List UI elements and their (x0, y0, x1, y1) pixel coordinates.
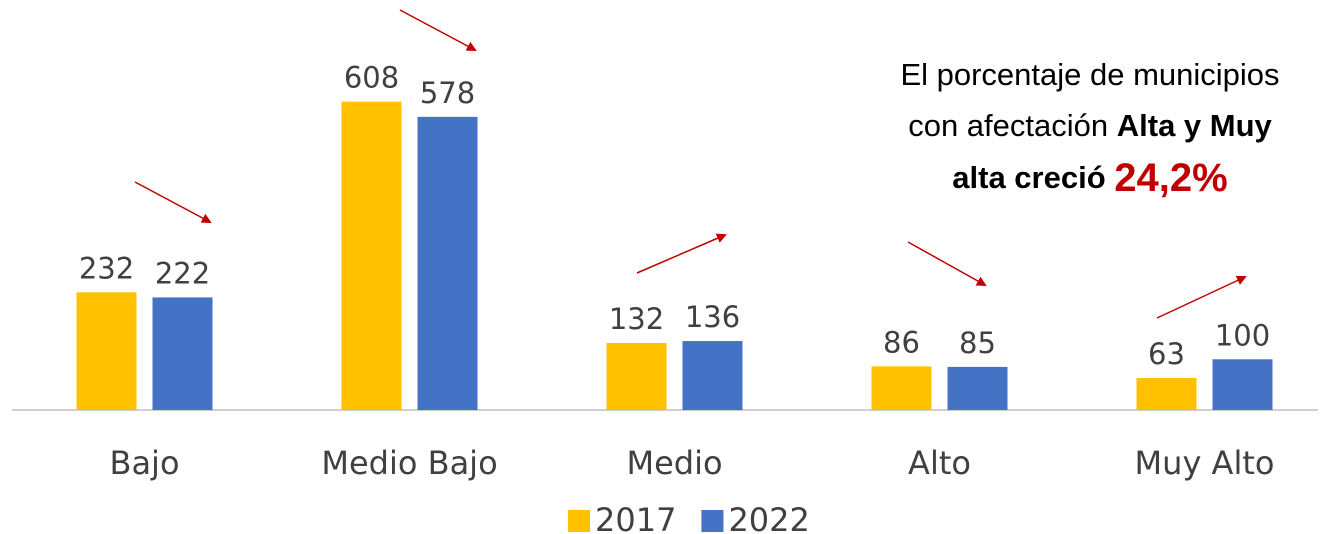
value-label: 232 (79, 251, 134, 285)
bar (947, 366, 1008, 410)
trend-arrow (636, 233, 727, 274)
value-label: 86 (883, 325, 920, 359)
value-label: 85 (959, 326, 996, 360)
value-label: 578 (420, 76, 475, 110)
annotation-line: alta creció 24,2% (952, 156, 1227, 200)
legend-label: 2017 (595, 501, 676, 534)
value-label: 100 (1215, 318, 1270, 352)
x-tick-label: Medio Bajo (321, 444, 497, 482)
bar (1212, 359, 1273, 410)
annotation-highlight: 24,2% (1114, 156, 1227, 200)
annotation-text: El porcentaje de municipios (900, 57, 1279, 92)
bar (341, 101, 402, 411)
x-tick-label: Muy Alto (1135, 444, 1275, 482)
annotation-line: El porcentaje de municipios (900, 57, 1279, 92)
x-tick-label: Medio (626, 444, 722, 482)
bar (417, 116, 478, 410)
value-label: 608 (344, 61, 399, 95)
annotation-line: con afectación Alta y Muy (908, 108, 1272, 143)
bar (152, 297, 213, 410)
x-tick-label: Bajo (109, 444, 179, 482)
legend-label: 2022 (728, 501, 809, 534)
bar (76, 292, 137, 410)
legend-swatch (568, 510, 590, 532)
value-label: 222 (155, 256, 210, 290)
trend-arrow (134, 181, 212, 223)
value-label: 136 (685, 300, 740, 334)
bar (682, 341, 743, 410)
bar (871, 366, 932, 410)
annotation-text: con afectación (908, 108, 1108, 143)
bar (606, 343, 667, 410)
legend-swatch (701, 510, 724, 532)
bar (1136, 378, 1197, 410)
trend-arrow (907, 241, 987, 286)
trend-arrow (399, 9, 477, 51)
trend-arrows (134, 9, 1247, 319)
trend-arrow (1156, 275, 1247, 319)
annotation-text: Alta y Muy (1117, 108, 1273, 143)
annotation-text: alta creció (952, 160, 1105, 195)
value-label: 63 (1148, 337, 1185, 371)
value-label: 132 (609, 302, 664, 336)
x-tick-label: Alto (908, 444, 971, 482)
